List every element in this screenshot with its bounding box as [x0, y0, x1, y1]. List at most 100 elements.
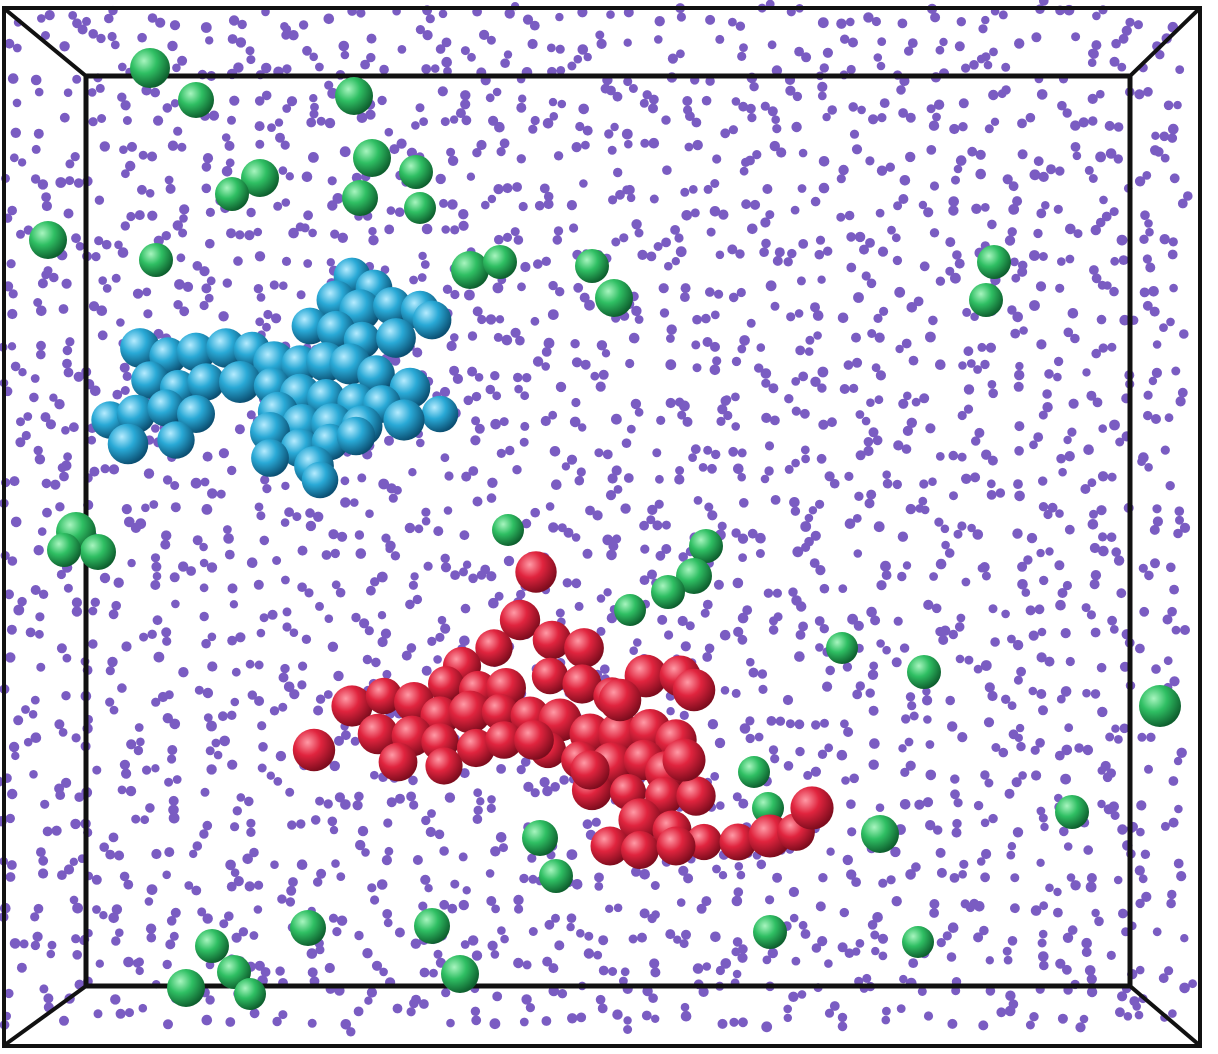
solvent-particle [530, 788, 540, 798]
solvent-particle [848, 37, 858, 48]
solvent-particle [705, 76, 715, 86]
solvent-particle [12, 98, 22, 108]
solvent-particle [886, 875, 896, 885]
solvent-particle [932, 112, 941, 122]
solvent-particle [611, 465, 622, 476]
solvent-particle [70, 818, 81, 830]
solvent-particle [1118, 33, 1129, 44]
solvent-particle [1164, 966, 1174, 976]
solvent-particle [1001, 694, 1011, 704]
solvent-particle [1014, 490, 1025, 502]
solvent-particle [615, 189, 625, 200]
solvent-particle [871, 946, 880, 956]
solvent-particle [980, 818, 990, 828]
solvent-particle [332, 927, 342, 937]
solvent-particle [737, 344, 747, 354]
solvent-particle [731, 97, 741, 106]
solvent-particle [254, 502, 264, 512]
solvent-particle [178, 228, 188, 238]
solvent-particle [569, 223, 579, 233]
solvent-particle [736, 870, 746, 880]
solvent-particle [557, 99, 567, 109]
solvent-particle [810, 530, 821, 541]
solvent-particle [260, 475, 270, 485]
solvent-particle [682, 96, 693, 106]
solvent-particle [280, 140, 290, 150]
solvent-particle [554, 940, 565, 951]
solvent-particle [623, 38, 632, 47]
solvent-particle [930, 12, 941, 23]
solvent-particle [394, 927, 405, 938]
solvent-particle [36, 340, 46, 351]
solvent-particle [596, 340, 608, 351]
solvent-particle [803, 770, 813, 780]
solvent-particle [227, 635, 238, 646]
solvent-particle [1099, 195, 1108, 205]
solvent-particle [733, 626, 744, 638]
solvent-particle [306, 117, 317, 128]
solvent-particle [792, 546, 804, 558]
box-corner-edge [3, 983, 89, 1047]
solvent-particle [383, 918, 393, 928]
solvent-particle [941, 540, 950, 550]
solvent-particle [813, 331, 822, 340]
solvent-particle [297, 582, 307, 592]
solvent-particle [690, 208, 700, 218]
solvent-particle [281, 481, 290, 491]
solvent-particle [848, 102, 858, 112]
solvent-particle [653, 242, 663, 251]
solvent-particle [255, 139, 265, 149]
green-particle [676, 558, 712, 594]
red-particle [331, 685, 373, 727]
solvent-particle [876, 165, 888, 176]
solvent-particle [472, 496, 483, 507]
solvent-particle [783, 1004, 792, 1014]
solvent-particle [107, 31, 117, 42]
solvent-particle [333, 670, 344, 682]
solvent-particle [30, 695, 40, 705]
solvent-particle [746, 657, 755, 667]
solvent-particle [1111, 724, 1120, 733]
solvent-particle [1179, 982, 1190, 994]
solvent-particle [785, 85, 796, 96]
solvent-particle [223, 525, 232, 534]
solvent-particle [380, 265, 390, 275]
solvent-particle [692, 139, 703, 151]
solvent-particle [19, 939, 29, 949]
cyan-particle [187, 363, 225, 401]
solvent-particle [401, 650, 412, 661]
solvent-particle [892, 479, 902, 490]
solvent-particle [1168, 1009, 1177, 1018]
solvent-particle [871, 363, 881, 373]
solvent-particle [57, 463, 67, 473]
solvent-particle [246, 827, 256, 837]
solvent-particle [633, 638, 642, 647]
solvent-particle [539, 777, 550, 788]
solvent-particle [504, 8, 515, 19]
solvent-particle [1025, 1020, 1035, 1030]
solvent-particle [224, 911, 234, 921]
solvent-particle [466, 172, 476, 181]
solvent-particle [707, 463, 717, 474]
solvent-particle [262, 484, 272, 494]
solvent-particle [1167, 133, 1178, 143]
solvent-particle [555, 12, 564, 22]
solvent-particle [670, 225, 680, 235]
solvent-particle [443, 66, 452, 76]
solvent-particle [760, 368, 772, 379]
solvent-particle [105, 666, 115, 676]
solvent-particle [882, 470, 891, 480]
solvent-particle [899, 974, 908, 984]
solvent-particle [827, 105, 837, 115]
cyan-particle [116, 394, 156, 434]
solvent-particle [1035, 738, 1045, 748]
solvent-particle [115, 1008, 126, 1019]
solvent-particle [755, 549, 765, 558]
green-particle [414, 908, 450, 944]
solvent-particle [571, 397, 581, 408]
solvent-particle [711, 449, 721, 460]
solvent-particle [323, 690, 333, 699]
solvent-particle [701, 313, 711, 324]
solvent-particle [120, 221, 130, 231]
solvent-particle [746, 103, 756, 114]
